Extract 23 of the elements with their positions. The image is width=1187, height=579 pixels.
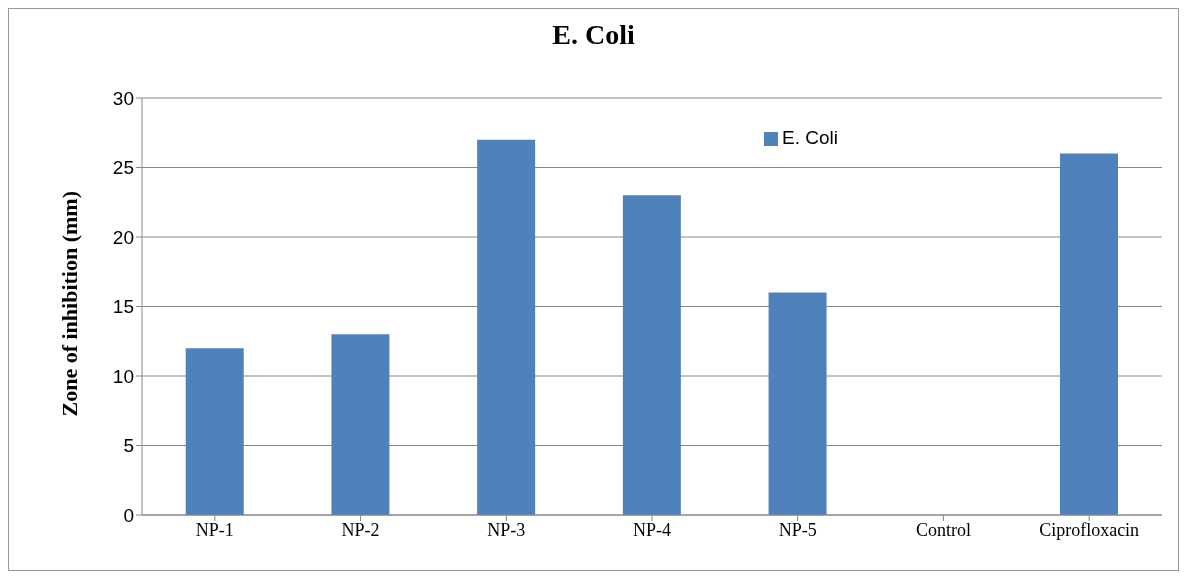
y-tick-label: 15 xyxy=(112,296,134,318)
y-tick-label: 25 xyxy=(112,157,134,179)
x-tick-label: NP-5 xyxy=(778,519,817,540)
y-tick-label: 0 xyxy=(123,504,134,526)
y-tick-label: 10 xyxy=(112,365,134,387)
bar xyxy=(477,139,536,515)
bar xyxy=(331,334,390,515)
x-tick-label: Control xyxy=(915,519,971,540)
x-tick-label: NP-3 xyxy=(487,519,526,540)
x-tick-label: NP-2 xyxy=(341,519,380,540)
chart-title: E. Coli xyxy=(551,19,636,51)
y-tick-label: 20 xyxy=(112,226,134,248)
bar xyxy=(622,195,681,515)
y-tick-label: 30 xyxy=(112,87,134,109)
legend-label: E. Coli xyxy=(782,127,838,148)
bar xyxy=(1060,153,1118,515)
x-tick-label: NP-4 xyxy=(632,519,672,540)
x-tick-label: NP-1 xyxy=(195,519,234,540)
bar xyxy=(768,292,827,515)
y-tick-label: 5 xyxy=(123,435,134,457)
x-tick-label: Ciprofloxacin xyxy=(1039,519,1140,540)
bar xyxy=(185,348,244,515)
y-axis-title: Zone of inhibition (mm) xyxy=(56,190,82,417)
